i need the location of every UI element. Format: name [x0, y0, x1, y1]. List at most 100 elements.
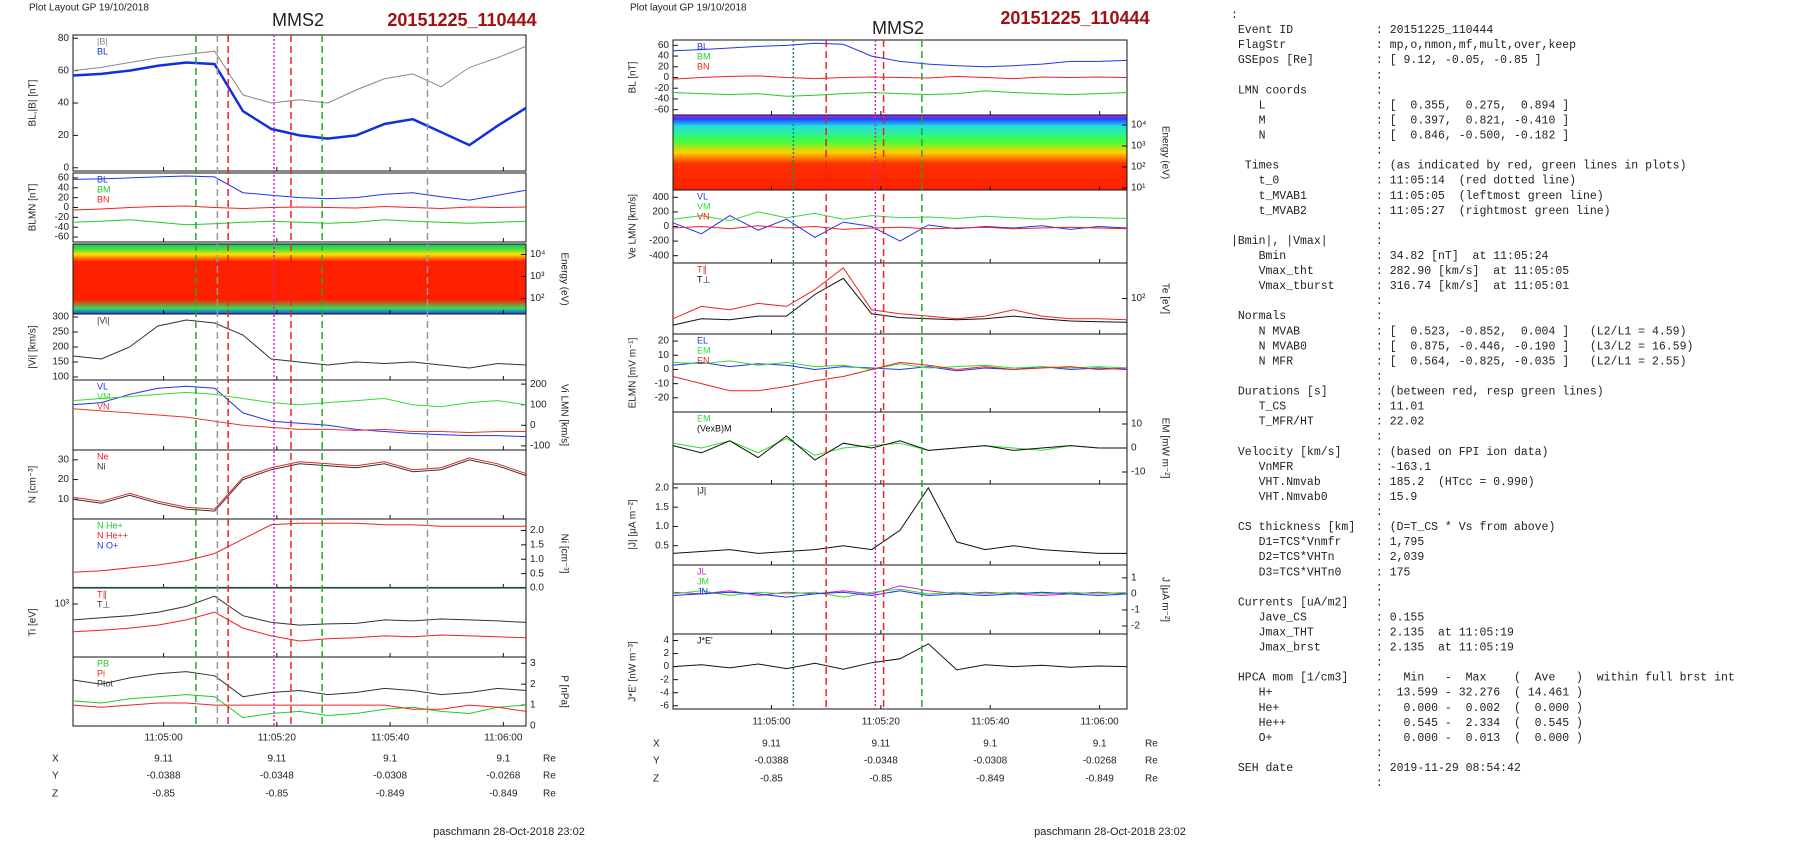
legend-entry: Ni	[97, 461, 106, 471]
ephemeris-name: X	[653, 739, 660, 750]
y-tick-label: 10¹	[1131, 183, 1146, 194]
legend-entry: VM	[97, 391, 111, 401]
y-axis-label: Energy (eV)	[1159, 126, 1170, 179]
series-line	[672, 435, 1127, 461]
ephemeris-unit: Re	[1145, 774, 1158, 785]
y-axis-label: ELMN [mV m⁻¹]	[628, 337, 639, 408]
series-line	[72, 611, 527, 642]
y-tick-label: 300	[52, 312, 69, 323]
legend-entry: Ne	[97, 451, 109, 461]
ephemeris-value: 9.11	[871, 739, 890, 750]
legend-entry: T⊥	[697, 274, 710, 284]
listing-line: O+ : 0.000 - 0.013 ( 0.000 )	[1231, 732, 1583, 745]
y-tick-label: 1	[530, 700, 536, 711]
y-tick-label: 10²	[1131, 293, 1146, 304]
y-tick-label: -4	[660, 687, 669, 698]
ephemeris-value: -0.0348	[260, 771, 294, 782]
y-tick-label: 200	[52, 342, 69, 353]
listing-line: Times : (as indicated by red, green line…	[1231, 160, 1686, 173]
x-tick-label: 11:05:20	[258, 733, 297, 744]
y-tick-label: 1.0	[530, 554, 544, 565]
listing-line: :	[1231, 506, 1383, 519]
listing-line: N MVAB : [ 0.523, -0.852, 0.004 ] (L2/L1…	[1231, 325, 1686, 338]
ephemeris-name: Z	[653, 774, 659, 785]
legend-entry: JM	[697, 576, 709, 586]
y-tick-label: -10	[655, 378, 670, 389]
plot-header: Plot Layout GP 19/10/2018	[29, 3, 149, 14]
series-line	[72, 457, 527, 510]
legend-entry: BL	[97, 174, 108, 184]
ephemeris-value: 9.1	[1093, 739, 1107, 750]
y-tick-label: 0.0	[530, 583, 544, 594]
listing-line: t_0 : 11:05:14 (red dotted line)	[1231, 175, 1576, 188]
footer: paschmann 28-Oct-2018 23:02	[433, 826, 585, 838]
y-tick-label: 2.0	[530, 525, 544, 536]
y-tick-label: 10²	[530, 293, 545, 304]
listing-line: :	[1231, 431, 1383, 444]
y-tick-label: 20	[58, 130, 70, 141]
y-tick-label: 2.0	[655, 482, 669, 493]
y-tick-label: 10⁴	[530, 249, 545, 260]
ephemeris-value: 9.1	[383, 754, 397, 765]
series-line	[672, 225, 1128, 230]
listing-line: FlagStr : mp,o,nmon,mf,mult,over,keep	[1231, 39, 1576, 52]
panel-frame	[72, 379, 527, 451]
legend-entry: VL	[697, 191, 708, 201]
panel-frame	[72, 656, 527, 727]
x-tick-label: 11:05:00	[752, 717, 791, 728]
y-tick-label: -2	[660, 674, 669, 685]
y-axis-label: Ni [cm⁻³]	[558, 534, 569, 574]
y-tick-label: -40	[55, 222, 70, 233]
series-line	[72, 175, 527, 201]
series-line	[72, 219, 527, 226]
ephemeris-value: -0.0268	[1083, 756, 1117, 767]
legend-entry: EM	[697, 345, 711, 355]
legend-entry: BM	[97, 184, 111, 194]
listing-line: Jmax_brst : 2.135 at 11:05:19	[1231, 642, 1514, 655]
listing-line: L : [ 0.355, 0.275, 0.894 ]	[1231, 99, 1569, 112]
legend-entry: BL	[97, 46, 108, 56]
panel-frame	[72, 34, 527, 172]
legend-entry: N He+	[97, 520, 123, 530]
y-axis-label: P [nPa]	[558, 675, 569, 708]
series-line	[672, 643, 1128, 671]
ephemeris-value: -0.0388	[754, 756, 788, 767]
listing-line: N : [ 0.846, -0.500, -0.182 ]	[1231, 130, 1569, 143]
y-tick-label: 0	[63, 202, 69, 213]
y-tick-label: 0	[530, 420, 536, 431]
listing-line: :	[1231, 69, 1383, 82]
legend-entry: EM	[697, 413, 711, 423]
y-tick-label: -6	[660, 700, 669, 711]
y-tick-label: 200	[652, 207, 669, 218]
listing-line: Normals :	[1231, 310, 1383, 323]
listing-line: :	[1231, 295, 1383, 308]
y-tick-label: 10	[658, 350, 670, 361]
y-tick-label: 80	[58, 33, 70, 44]
y-tick-label: -100	[530, 441, 550, 452]
panel-frame	[72, 518, 527, 589]
y-axis-label: BLMN [nT]	[28, 183, 39, 231]
y-tick-label: 60	[58, 173, 70, 184]
legend-entry: JL	[697, 566, 707, 576]
y-tick-label: -200	[649, 236, 669, 247]
legend-entry: VL	[97, 381, 108, 391]
y-tick-label: -20	[655, 83, 670, 94]
y-tick-label: 30	[58, 454, 70, 465]
y-tick-label: 1.0	[655, 521, 669, 532]
listing-line: HPCA mom [1/cm3] : Min - Max ( Ave ) wit…	[1231, 672, 1735, 685]
ephemeris-value: -0.85	[869, 774, 892, 785]
listing-line: He++ : 0.545 - 2.334 ( 0.545 )	[1231, 717, 1583, 730]
y-tick-label: 40	[658, 51, 670, 62]
probe-title: MMS2	[272, 10, 324, 30]
listing-line: Jave_CS : 0.155	[1231, 611, 1424, 624]
panel-frame	[672, 262, 1128, 335]
ephemeris-value: -0.0348	[864, 756, 898, 767]
y-tick-label: -60	[55, 232, 70, 243]
legend-entry: |J|	[697, 485, 706, 495]
ephemeris-unit: Re	[1145, 756, 1158, 767]
ephemeris-value: 9.11	[267, 754, 286, 765]
listing-line: Currents [uA/m2] :	[1231, 596, 1383, 609]
y-axis-label: BL [nT]	[628, 61, 639, 93]
